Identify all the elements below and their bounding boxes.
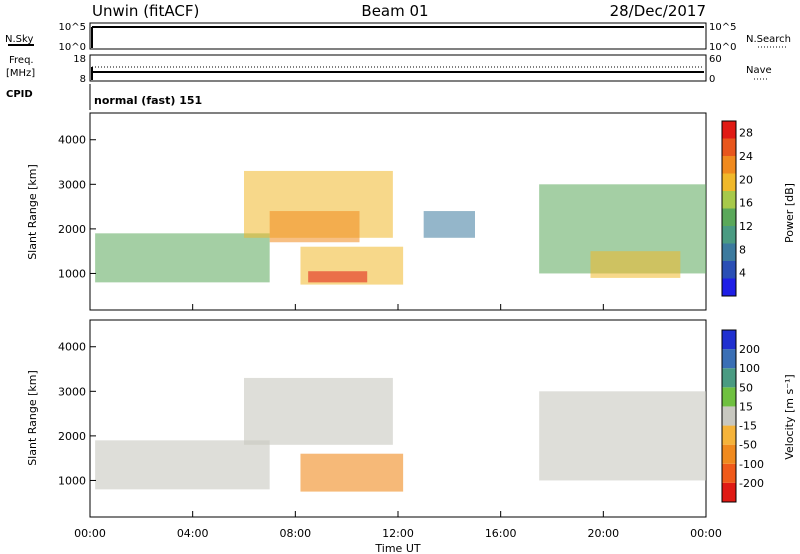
velocity-colorbar-tick-3: -15 [739,420,757,433]
power-colorbar-swatch-7 [722,156,736,174]
nave-tick-low: 0 [709,74,715,85]
power-colorbar-tick-6: 28 [739,127,753,140]
power-ytick-label-1: 2000 [58,223,86,236]
x-tick-label-1: 04:00 [177,527,209,540]
x-tick-label-4: 16:00 [485,527,517,540]
power-ytick-label-3: 4000 [58,134,86,147]
x-tick-label-2: 08:00 [279,527,311,540]
beam-title: Beam 01 [361,2,428,20]
power-colorbar-tick-1: 8 [739,243,746,256]
date-title: 28/Dec/2017 [610,2,706,20]
nsearch-tick-high-right: 10^5 [709,22,736,33]
velocity-colorbar-tick-0: -200 [739,477,764,490]
velocity-ytick-label-2: 3000 [58,385,86,398]
freq-tick-high: 18 [73,54,86,65]
velocity-colorbar-swatch-6 [722,368,736,388]
nsearch-label: N.Search [746,34,791,45]
velocity-region-3 [539,391,706,481]
nave-label: Nave [746,65,772,76]
freq-label: Freq. [9,55,34,66]
cpid-value: normal (fast) 151 [94,94,202,107]
power-region-2 [269,211,360,243]
velocity-colorbar-swatch-1 [722,463,736,483]
velocity-region-0 [95,440,270,490]
power-colorbar-swatch-0 [722,278,736,296]
nsky-label: N.Sky [5,34,33,45]
velocity-ytick-label-3: 4000 [58,341,86,354]
power-colorbar-swatch-8 [722,138,736,156]
power-ytick-label-2: 3000 [58,178,86,191]
velocity-colorbar-tick-4: 15 [739,400,753,413]
power-colorbar-tick-0: 4 [739,267,746,280]
power-ytick-label-0: 1000 [58,267,86,280]
velocity-colorbar-swatch-4 [722,406,736,426]
power-colorbar-label: Power [dB] [783,183,796,243]
power-region-0 [95,233,270,283]
nsky-tick-low-left: 10^0 [59,42,86,53]
x-tick-label-6: 00:00 [690,527,722,540]
x-axis-label: Time UT [374,542,420,554]
power-colorbar-swatch-9 [722,121,736,139]
velocity-ytick-label-0: 1000 [58,474,86,487]
nsearch-tick-low-right: 10^0 [709,42,736,53]
station-title: Unwin (fitACF) [92,2,199,20]
velocity-colorbar-tick-2: -50 [739,439,757,452]
power-colorbar-swatch-1 [722,261,736,279]
nave-tick-high: 60 [709,54,722,65]
power-colorbar-swatch-2 [722,243,736,261]
cpid-label: CPID [6,89,33,100]
velocity-colorbar-label: Velocity [m s⁻¹] [783,374,796,459]
freq-panel [89,54,707,82]
power-colorbar-tick-2: 12 [739,220,753,233]
velocity-colorbar-tick-6: 100 [739,362,760,375]
velocity-colorbar-swatch-5 [722,387,736,407]
velocity-colorbar-swatch-3 [722,425,736,445]
power-colorbar-swatch-5 [722,191,736,209]
velocity-colorbar-swatch-0 [722,482,736,502]
velocity-colorbar-frame [721,329,737,503]
power-ylabel: Slant Range [km] [26,164,39,260]
velocity-colorbar-swatch-7 [722,349,736,369]
velocity-region-1 [244,377,393,445]
velocity-colorbar-tick-7: 200 [739,343,760,356]
power-colorbar-swatch-4 [722,208,736,226]
power-colorbar-tick-5: 24 [739,150,753,163]
velocity-colorbar-swatch-2 [722,444,736,464]
power-region-4 [308,271,368,283]
velocity-region-2 [300,453,404,492]
velocity-colorbar-tick-5: 50 [739,381,753,394]
power-colorbar-swatch-6 [722,173,736,191]
power-colorbar-swatch-3 [722,226,736,244]
power-colorbar-tick-4: 20 [739,173,753,186]
freq-tick-low: 8 [80,74,86,85]
power-colorbar-tick-3: 16 [739,197,753,210]
nsky-tick-high-left: 10^5 [59,22,86,33]
x-tick-label-0: 00:00 [74,527,106,540]
velocity-colorbar-tick-1: -100 [739,458,764,471]
power-colorbar-frame [721,120,737,297]
power-region-7 [590,251,681,278]
freq-unit-label: [MHz] [6,68,35,79]
power-region-5 [423,211,475,238]
velocity-ylabel: Slant Range [km] [26,370,39,466]
velocity-colorbar-swatch-8 [722,330,736,350]
x-tick-label-3: 12:00 [382,527,414,540]
nsky-panel [89,22,707,50]
x-tick-label-5: 20:00 [587,527,619,540]
velocity-ytick-label-1: 2000 [58,430,86,443]
